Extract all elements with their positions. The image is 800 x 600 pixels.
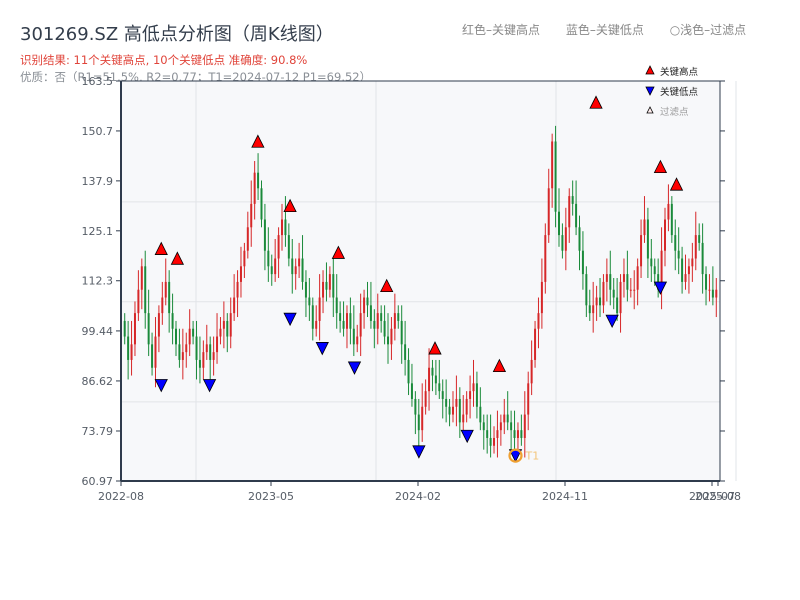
key-low-marker (605, 314, 619, 329)
y-tick-label: 163.5 (82, 75, 114, 88)
key-high-marker (283, 198, 297, 213)
y-tick-label: 86.62 (82, 375, 114, 388)
y-tick-label: 112.3 (82, 275, 114, 288)
color-legend: 红色–关键高点 蓝色–关键低点 ○浅色–过滤点 (462, 21, 746, 38)
t1-ring-icon (508, 448, 523, 463)
y-tick-label: 137.9 (82, 175, 114, 188)
key-high-marker (380, 278, 394, 293)
axes: 60.97 73.79 86.62 99.44 112.3 125.1 137.9 150.7… (82, 75, 741, 503)
plot-legend: 关键高点 关键低点 过滤点 (645, 65, 699, 118)
key-low-marker (315, 342, 329, 356)
x-tick-label: 2024-02 (395, 490, 441, 503)
key-high-marker (492, 358, 507, 372)
result-summary: 识别结果: 11个关键高点, 10个关键低点 准确度: 90.8% (20, 53, 308, 67)
x-tick-label: 2024-11 (542, 490, 588, 503)
y-tick-label: 125.1 (82, 225, 114, 238)
legend-filtered-label: 过滤点 (660, 106, 689, 118)
x-tick-label: 2025-07 (689, 490, 735, 503)
candles (123, 125, 718, 458)
key-high-marker (428, 341, 442, 355)
color-legend-red: 红色–关键高点 (462, 23, 541, 37)
key-high-marker (331, 245, 346, 259)
x-tick-label: 2025-08 (695, 490, 741, 503)
legend-high-label: 关键高点 (660, 66, 699, 78)
y-tick-label: 60.97 (82, 475, 114, 488)
key-high-marker (170, 251, 185, 265)
key-high-marker (653, 159, 668, 174)
color-legend-blue: 蓝色–关键低点 (565, 23, 644, 37)
key-low-marker (154, 379, 168, 393)
grid-lines (121, 81, 737, 481)
key-low-marker (202, 379, 217, 393)
y-tick-label: 73.79 (82, 425, 114, 438)
key-low-marker (347, 361, 362, 375)
chart-title: 301269.SZ 高低点分析图（周K线图） (20, 24, 334, 45)
x-tick-label: 2023-05 (248, 490, 294, 503)
key-high-marker (589, 95, 603, 109)
key-low-marker (653, 281, 668, 295)
key-point-markers: T1 (154, 95, 684, 463)
low-marker-icon (645, 86, 655, 96)
key-low-marker (412, 445, 426, 459)
legend-low-label: 关键低点 (660, 86, 699, 98)
plot-area (121, 81, 720, 481)
y-tick-label: 150.7 (82, 125, 114, 138)
key-low-marker (283, 312, 297, 327)
key-low-marker (460, 429, 474, 444)
filtered-marker-icon (646, 106, 654, 114)
high-marker-icon (645, 65, 655, 75)
color-legend-light: ○浅色–过滤点 (669, 23, 747, 37)
key-high-marker (669, 177, 684, 191)
t1-label: T1 (525, 450, 540, 463)
key-high-marker (154, 241, 168, 255)
key-high-marker (251, 134, 265, 148)
y-tick-label: 99.44 (82, 325, 114, 338)
x-tick-label: 2022-08 (98, 490, 144, 503)
